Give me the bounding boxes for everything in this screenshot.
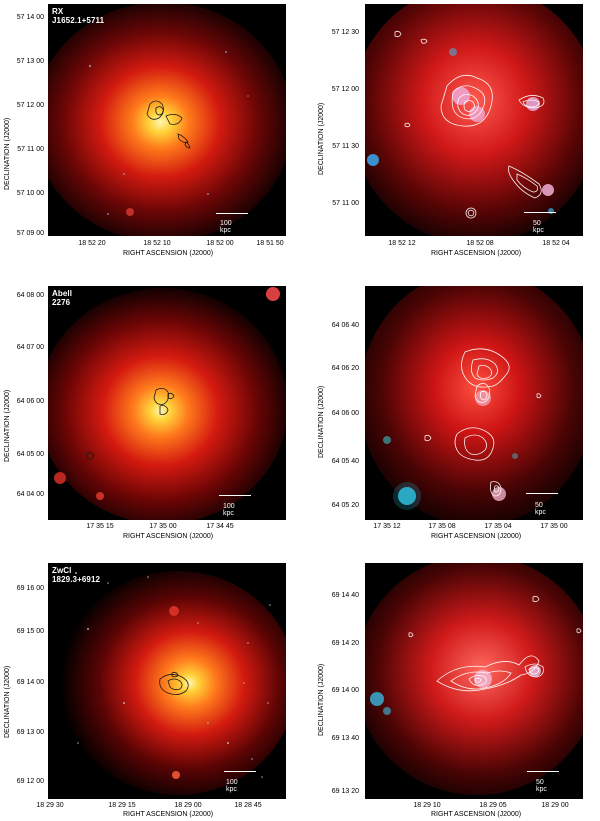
x-tick: 18 52 20 <box>78 240 106 247</box>
x-tick: 17 35 08 <box>428 523 456 530</box>
y-tick: 64 06 40 <box>331 322 359 329</box>
cluster-title: RX J1652.1+5711 <box>52 7 105 25</box>
y-axis-label: DECLINATION (J2000) <box>318 385 325 458</box>
x-axis-label: RIGHT ASCENSION (J2000) <box>122 250 214 257</box>
x-tick: 18 28 45 <box>234 802 262 809</box>
y-tick: 57 11 00 <box>17 146 44 153</box>
xray-image <box>365 4 583 236</box>
y-tick: 57 12 00 <box>331 86 359 93</box>
x-tick: 17 34 45 <box>206 523 234 530</box>
x-axis-label: RIGHT ASCENSION (J2000) <box>430 811 522 818</box>
y-tick: 64 05 00 <box>16 451 44 458</box>
y-tick: 64 07 00 <box>16 344 44 351</box>
scale-label: 50 kpc <box>536 779 547 793</box>
y-tick: 69 13 00 <box>16 729 44 736</box>
scale-bar <box>527 771 559 772</box>
y-tick: 64 06 20 <box>331 365 359 372</box>
y-tick: 57 12 30 <box>331 29 359 36</box>
y-tick: 57 12 00 <box>16 102 44 109</box>
y-tick: 69 13 40 <box>331 735 359 742</box>
xray-image <box>48 563 286 799</box>
xray-image <box>365 286 583 520</box>
cluster-title: Abell 2276 <box>52 289 73 307</box>
y-tick: 57 14 00 <box>16 14 44 21</box>
x-axis-label: RIGHT ASCENSION (J2000) <box>430 250 522 257</box>
y-axis-label: DECLINATION (J2000) <box>318 102 325 175</box>
scale-bar <box>526 493 558 494</box>
y-tick: 64 06 00 <box>16 398 44 405</box>
xray-image <box>48 286 286 520</box>
y-tick: 64 05 40 <box>331 458 359 465</box>
y-tick: 57 13 00 <box>16 58 44 65</box>
x-tick: 18 29 05 <box>479 802 507 809</box>
scale-label: 100 kpc <box>220 220 232 234</box>
x-tick: 18 29 10 <box>413 802 441 809</box>
xray-image <box>365 563 583 799</box>
y-tick: 69 14 00 <box>16 679 44 686</box>
x-tick: 17 35 00 <box>149 523 177 530</box>
y-tick: 57 11 30 <box>332 143 359 150</box>
scale-label: 50 kpc <box>535 502 546 516</box>
y-tick: 64 05 20 <box>331 502 359 509</box>
xray-image <box>48 4 286 236</box>
scale-label: 100 kpc <box>223 503 235 517</box>
x-tick: 17 35 15 <box>86 523 114 530</box>
x-tick: 18 29 30 <box>36 802 64 809</box>
scale-bar <box>224 771 256 772</box>
x-tick: 18 51 50 <box>256 240 284 247</box>
y-tick: 57 11 00 <box>332 200 359 207</box>
x-tick: 18 52 04 <box>542 240 570 247</box>
scale-bar <box>219 495 251 496</box>
x-tick: 18 52 00 <box>206 240 234 247</box>
y-tick: 69 15 00 <box>16 628 44 635</box>
x-tick: 17 35 00 <box>540 523 568 530</box>
y-tick: 69 16 00 <box>16 585 44 592</box>
x-tick: 18 29 15 <box>108 802 136 809</box>
y-axis-label: DECLINATION (J2000) <box>4 117 11 190</box>
x-tick: 17 35 12 <box>373 523 401 530</box>
y-tick: 64 06 00 <box>331 410 359 417</box>
cluster-title: ZwCl 1829.3+6912 <box>52 566 101 584</box>
x-axis-label: RIGHT ASCENSION (J2000) <box>122 811 214 818</box>
x-tick: 18 29 00 <box>174 802 202 809</box>
y-tick: 64 04 00 <box>16 491 44 498</box>
x-tick: 18 52 08 <box>466 240 494 247</box>
y-axis-label: DECLINATION (J2000) <box>4 389 11 462</box>
scale-bar <box>216 213 248 214</box>
y-tick: 69 12 00 <box>16 778 44 785</box>
y-axis-label: DECLINATION (J2000) <box>4 665 11 738</box>
y-tick: 57 09 00 <box>16 230 44 237</box>
y-tick: 64 08 00 <box>16 292 44 299</box>
x-axis-label: RIGHT ASCENSION (J2000) <box>430 533 522 540</box>
x-tick: 18 52 10 <box>143 240 171 247</box>
scale-label: 100 kpc <box>226 779 238 793</box>
scale-bar <box>524 212 556 213</box>
y-tick: 57 10 00 <box>16 190 44 197</box>
y-axis-label: DECLINATION (J2000) <box>318 663 325 736</box>
y-tick: 69 14 40 <box>331 592 359 599</box>
scale-label: 50 kpc <box>533 220 544 234</box>
x-tick: 18 52 12 <box>388 240 416 247</box>
x-tick: 17 35 04 <box>484 523 512 530</box>
y-tick: 69 14 20 <box>331 640 359 647</box>
x-tick: 18 29 00 <box>541 802 569 809</box>
y-tick: 69 13 20 <box>331 788 359 795</box>
y-tick: 69 14 00 <box>331 687 359 694</box>
x-axis-label: RIGHT ASCENSION (J2000) <box>122 533 214 540</box>
